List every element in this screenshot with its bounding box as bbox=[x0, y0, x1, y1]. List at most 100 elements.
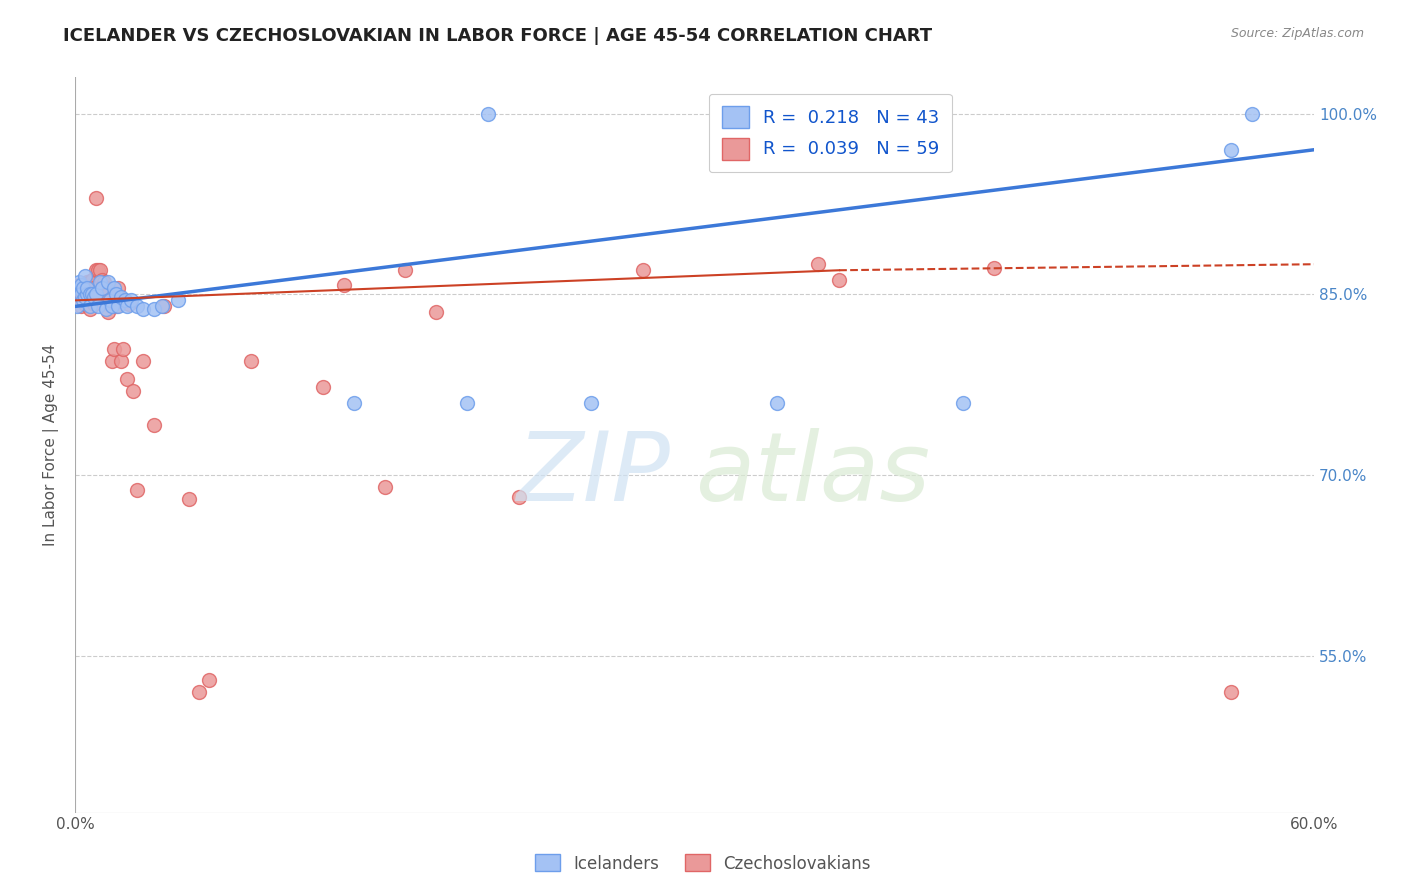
Point bbox=[97, 305, 120, 319]
Legend: R =  0.218   N = 43, R =  0.039   N = 59: R = 0.218 N = 43, R = 0.039 N = 59 bbox=[709, 94, 952, 172]
Point bbox=[72, 293, 94, 308]
Point bbox=[79, 275, 101, 289]
Point bbox=[72, 287, 94, 301]
Point bbox=[91, 281, 114, 295]
Point bbox=[89, 263, 111, 277]
Point bbox=[828, 273, 851, 287]
Point bbox=[79, 293, 101, 308]
Point bbox=[807, 257, 830, 271]
Point bbox=[153, 300, 176, 314]
Point bbox=[103, 281, 125, 295]
Point bbox=[508, 490, 530, 504]
Point bbox=[132, 353, 155, 368]
Point bbox=[83, 297, 105, 311]
Point bbox=[76, 275, 98, 289]
Point bbox=[581, 396, 603, 410]
Point bbox=[75, 269, 97, 284]
Point bbox=[332, 277, 354, 292]
Point bbox=[477, 106, 499, 120]
Point bbox=[343, 396, 366, 410]
Point bbox=[79, 287, 101, 301]
Point bbox=[1220, 685, 1243, 699]
Point bbox=[105, 287, 128, 301]
Point bbox=[125, 300, 148, 314]
Point bbox=[83, 290, 105, 304]
Point bbox=[239, 353, 262, 368]
Point bbox=[114, 293, 136, 308]
Point bbox=[107, 281, 129, 295]
Y-axis label: In Labor Force | Age 45-54: In Labor Force | Age 45-54 bbox=[44, 343, 59, 546]
Point bbox=[118, 297, 141, 311]
Point bbox=[177, 492, 200, 507]
Text: atlas: atlas bbox=[695, 428, 929, 521]
Point bbox=[188, 685, 211, 699]
Point bbox=[150, 300, 173, 314]
Point bbox=[1241, 106, 1264, 120]
Text: Source: ZipAtlas.com: Source: ZipAtlas.com bbox=[1230, 27, 1364, 40]
Point bbox=[80, 287, 103, 301]
Point bbox=[105, 300, 128, 314]
Point bbox=[142, 417, 165, 432]
Point bbox=[142, 301, 165, 316]
Point bbox=[425, 305, 447, 319]
Point bbox=[631, 263, 654, 277]
Point bbox=[125, 483, 148, 497]
Point bbox=[101, 353, 124, 368]
Point bbox=[89, 275, 111, 289]
Point bbox=[84, 287, 107, 301]
Point bbox=[97, 287, 120, 301]
Point bbox=[198, 673, 221, 687]
Point bbox=[70, 281, 93, 295]
Point bbox=[110, 353, 132, 368]
Point bbox=[67, 275, 90, 289]
Point bbox=[84, 263, 107, 277]
Point bbox=[87, 263, 110, 277]
Point bbox=[107, 300, 129, 314]
Point bbox=[87, 300, 110, 314]
Point bbox=[120, 293, 142, 308]
Point bbox=[80, 290, 103, 304]
Point bbox=[93, 275, 115, 289]
Text: ICELANDER VS CZECHOSLOVAKIAN IN LABOR FORCE | AGE 45-54 CORRELATION CHART: ICELANDER VS CZECHOSLOVAKIAN IN LABOR FO… bbox=[63, 27, 932, 45]
Point bbox=[80, 273, 103, 287]
Point bbox=[91, 290, 114, 304]
Point bbox=[84, 191, 107, 205]
Point bbox=[115, 372, 138, 386]
Point bbox=[103, 342, 125, 356]
Point bbox=[66, 281, 89, 295]
Point bbox=[91, 273, 114, 287]
Point bbox=[456, 396, 478, 410]
Point bbox=[72, 281, 94, 295]
Point bbox=[952, 396, 974, 410]
Point bbox=[70, 277, 93, 292]
Point bbox=[312, 380, 335, 394]
Point bbox=[75, 287, 97, 301]
Point bbox=[983, 260, 1005, 275]
Point bbox=[79, 300, 101, 314]
Point bbox=[132, 301, 155, 316]
Point bbox=[66, 300, 89, 314]
Point bbox=[94, 301, 117, 316]
Point bbox=[110, 290, 132, 304]
Point bbox=[1220, 143, 1243, 157]
Point bbox=[766, 396, 789, 410]
Point bbox=[76, 290, 98, 304]
Point bbox=[70, 300, 93, 314]
Point bbox=[122, 384, 145, 398]
Point bbox=[70, 287, 93, 301]
Point bbox=[76, 287, 98, 301]
Point bbox=[67, 277, 90, 292]
Point bbox=[70, 287, 93, 301]
Point bbox=[79, 301, 101, 316]
Text: ZIP: ZIP bbox=[516, 428, 669, 521]
Point bbox=[75, 297, 97, 311]
Point bbox=[394, 263, 416, 277]
Point bbox=[94, 281, 117, 295]
Point bbox=[83, 281, 105, 295]
Point bbox=[75, 277, 97, 292]
Point bbox=[115, 300, 138, 314]
Point bbox=[111, 342, 134, 356]
Legend: Icelanders, Czechoslovakians: Icelanders, Czechoslovakians bbox=[529, 847, 877, 880]
Point bbox=[76, 281, 98, 295]
Point bbox=[72, 281, 94, 295]
